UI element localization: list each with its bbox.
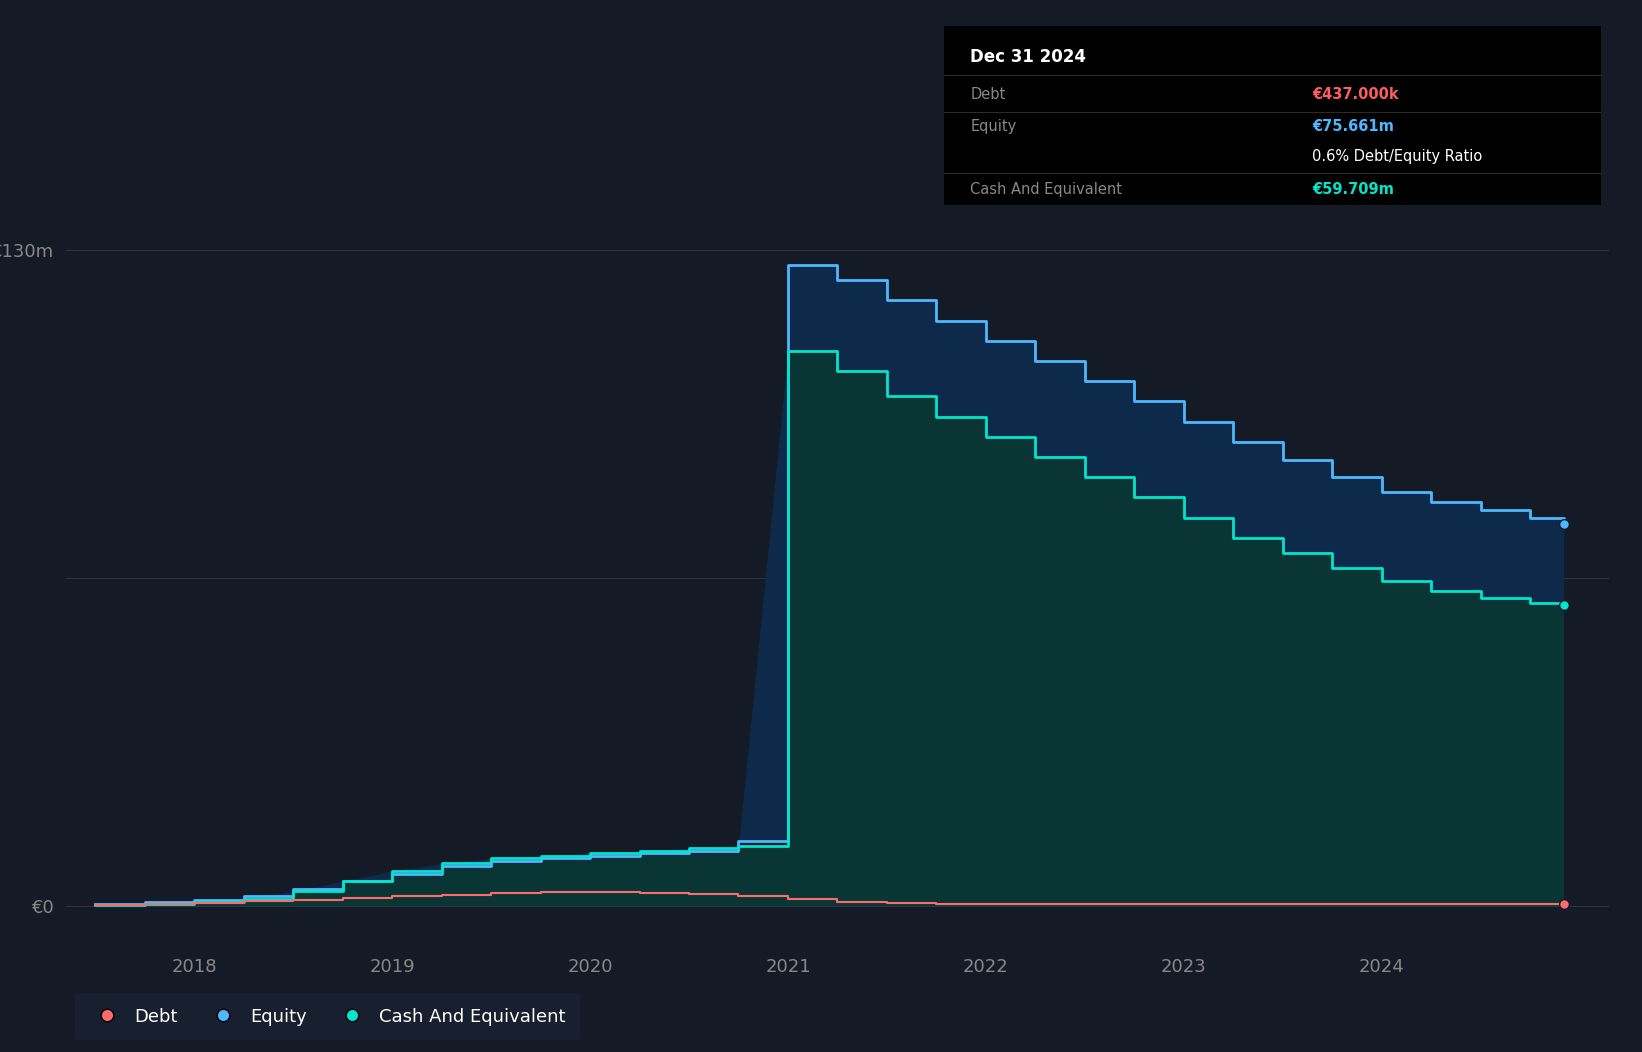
Text: €437.000k: €437.000k	[1312, 86, 1399, 102]
Text: Equity: Equity	[970, 119, 1016, 134]
Text: Debt: Debt	[970, 86, 1005, 102]
Text: €59.709m: €59.709m	[1312, 182, 1394, 197]
Text: Cash And Equivalent: Cash And Equivalent	[970, 182, 1123, 197]
Text: Dec 31 2024: Dec 31 2024	[970, 47, 1087, 65]
Legend: Debt, Equity, Cash And Equivalent: Debt, Equity, Cash And Equivalent	[74, 993, 580, 1040]
Text: €75.661m: €75.661m	[1312, 119, 1394, 134]
Text: 0.6% Debt/Equity Ratio: 0.6% Debt/Equity Ratio	[1312, 149, 1483, 164]
